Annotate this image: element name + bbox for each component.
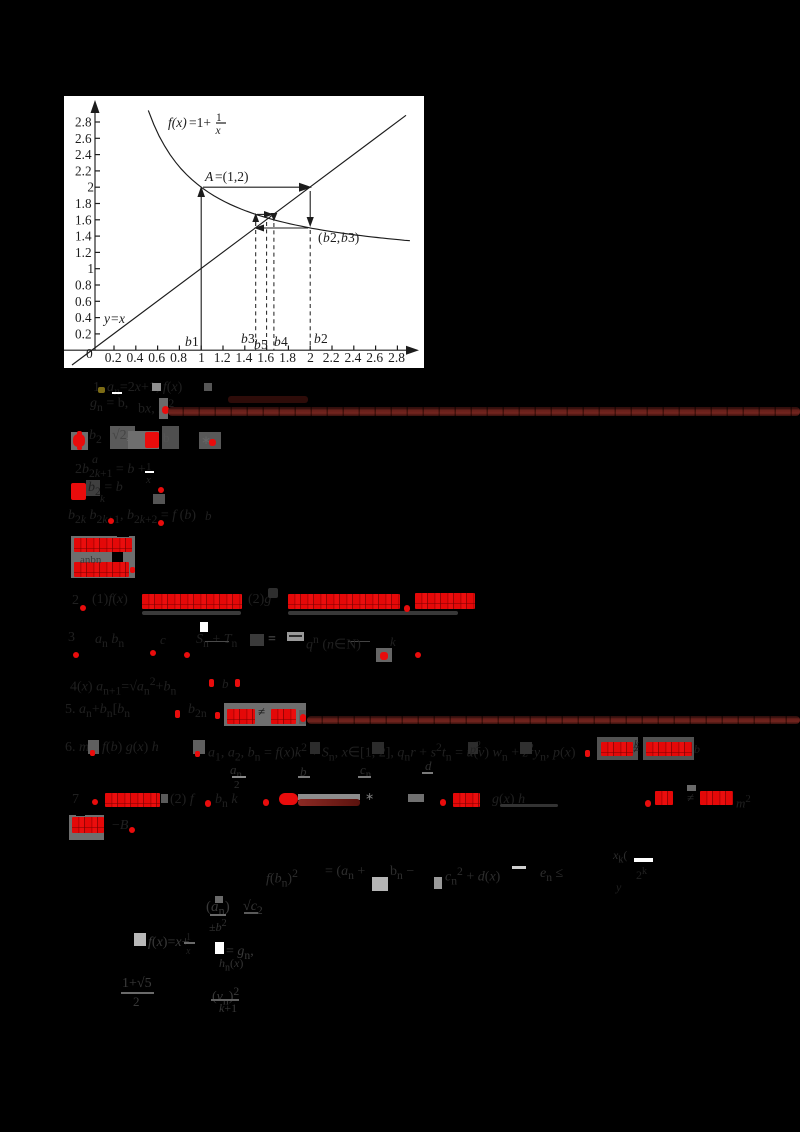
svg-text:1.8: 1.8 — [279, 350, 296, 365]
svg-text:1: 1 — [87, 261, 94, 276]
svg-text:1.2: 1.2 — [214, 350, 231, 365]
svg-text:2,: 2, — [330, 230, 340, 245]
svg-text:0.8: 0.8 — [75, 278, 92, 293]
svg-text:0.6: 0.6 — [75, 294, 92, 309]
svg-text:2.2: 2.2 — [323, 350, 340, 365]
svg-text:(: ( — [318, 230, 323, 245]
svg-text:1.8: 1.8 — [75, 196, 92, 211]
svg-text:4: 4 — [281, 334, 288, 349]
svg-text:0.6: 0.6 — [148, 350, 165, 365]
svg-text:3: 3 — [248, 331, 255, 346]
svg-text:1.4: 1.4 — [236, 350, 253, 365]
svg-text:b: b — [254, 337, 261, 352]
svg-text:3): 3) — [348, 230, 359, 245]
svg-text:A: A — [204, 169, 214, 184]
svg-text:2.6: 2.6 — [75, 131, 92, 146]
svg-text:1: 1 — [192, 334, 199, 349]
svg-text:1.6: 1.6 — [257, 350, 274, 365]
svg-text:2.8: 2.8 — [388, 350, 405, 365]
svg-text:2: 2 — [87, 180, 94, 195]
svg-text:2.4: 2.4 — [345, 350, 362, 365]
svg-text:f(x): f(x) — [168, 115, 187, 130]
svg-text:b: b — [241, 331, 248, 346]
svg-text:2.2: 2.2 — [75, 163, 91, 178]
svg-text:1: 1 — [198, 350, 205, 365]
svg-text:x: x — [215, 125, 222, 137]
svg-text:5: 5 — [261, 337, 268, 352]
svg-text:1.2: 1.2 — [75, 245, 91, 260]
svg-text:=1+: =1+ — [189, 115, 211, 130]
svg-text:1: 1 — [216, 112, 222, 124]
svg-text:1.6: 1.6 — [75, 212, 92, 227]
svg-text:2.6: 2.6 — [366, 350, 383, 365]
svg-text:0.4: 0.4 — [75, 310, 92, 325]
svg-text:y: y — [102, 311, 110, 326]
svg-text:0.2: 0.2 — [75, 326, 91, 341]
svg-text:0.8: 0.8 — [170, 350, 187, 365]
svg-text:0.4: 0.4 — [127, 350, 144, 365]
svg-text:x: x — [118, 311, 125, 326]
svg-text:2.8: 2.8 — [75, 115, 92, 130]
svg-text:b: b — [274, 334, 281, 349]
svg-text:b: b — [314, 331, 321, 346]
svg-text:2.4: 2.4 — [75, 147, 92, 162]
svg-text:2: 2 — [307, 350, 314, 365]
svg-text:0.2: 0.2 — [105, 350, 122, 365]
svg-text:=(1,2): =(1,2) — [215, 169, 248, 184]
svg-text:=: = — [111, 311, 119, 326]
svg-text:b: b — [341, 230, 348, 245]
svg-text:b: b — [185, 334, 192, 349]
svg-text:2: 2 — [321, 331, 328, 346]
svg-text:0: 0 — [86, 346, 93, 361]
svg-text:1.4: 1.4 — [75, 229, 92, 244]
svg-text:b: b — [323, 230, 330, 245]
